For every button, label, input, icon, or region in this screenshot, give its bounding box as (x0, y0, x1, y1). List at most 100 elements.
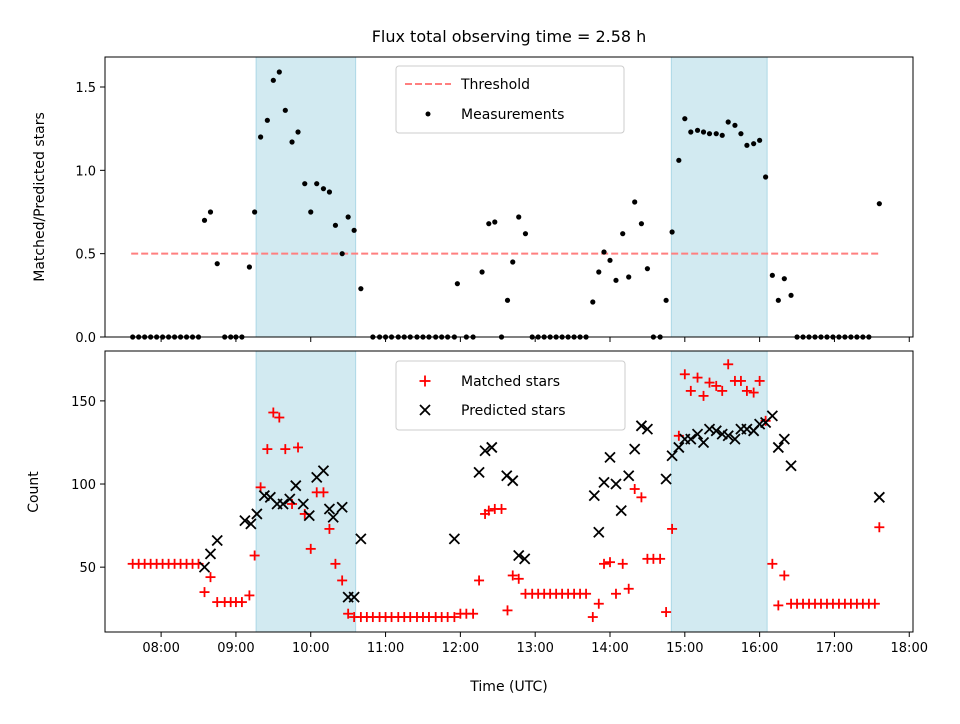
measurement-point (732, 122, 738, 128)
matched-star-point (679, 369, 690, 380)
matched-star-point (205, 572, 216, 583)
bottom-legend-box (395, 360, 626, 431)
matched-star-point (330, 558, 341, 569)
legend-threshold-label: Threshold (460, 77, 530, 93)
matched-star-point (244, 590, 255, 601)
measurement-point (479, 269, 485, 275)
measurement-point (719, 132, 725, 138)
measurement-point (214, 261, 220, 267)
matched-star-point (667, 523, 678, 534)
matched-star-point (513, 573, 524, 584)
top-legend: Threshold Measurements (395, 65, 625, 134)
predicted-star-point (297, 498, 309, 510)
measurement-point (590, 299, 596, 305)
matched-star-point (496, 503, 507, 514)
predicted-star-point (448, 533, 461, 545)
predicted-star-point (473, 466, 485, 479)
measurement-point (320, 186, 327, 192)
y-tick-label: 0.5 (75, 248, 96, 263)
predicted-star-point (641, 423, 654, 435)
measurement-point (769, 272, 775, 278)
matched-star-point (636, 492, 647, 503)
chart-title: Flux total observing time = 2.58 h (372, 27, 647, 46)
x-tick-label: 13:00 (516, 641, 553, 656)
matched-star-point (617, 558, 628, 569)
bottom-legend: Matched stars Predicted stars (395, 360, 626, 431)
x-tick-label: 10:00 (292, 641, 329, 656)
predicted-star-point (635, 420, 648, 432)
matched-star-point (343, 608, 354, 619)
measurement-point (201, 217, 208, 223)
y-tick-label: 1.5 (75, 81, 96, 96)
measurement-point (626, 274, 632, 280)
measurement-point (620, 231, 626, 237)
matched-star-point (773, 600, 784, 611)
measurement-point (295, 129, 301, 135)
measurement-point (358, 286, 364, 292)
top-x-ticks (160, 337, 910, 342)
measurement-point (302, 181, 308, 187)
x-tick-label: 08:00 (142, 641, 179, 656)
matched-star-point (599, 558, 610, 569)
predicted-star-point (741, 423, 753, 435)
predicted-star-point (610, 478, 622, 490)
predicted-star-point (615, 504, 627, 517)
matched-star-point (779, 570, 790, 581)
measurement-point (663, 297, 669, 303)
matched-star-point (581, 588, 592, 599)
legend-predicted-swatch (419, 404, 431, 416)
top-y-axis-label: Matched/Predicted stars (32, 112, 48, 282)
matched-star-point (449, 612, 460, 623)
measurement-point (339, 251, 345, 257)
matched-star-point (502, 605, 513, 616)
predicted-star-point (593, 526, 605, 538)
predicted-star-point (348, 591, 360, 603)
shaded-region (670, 350, 768, 633)
matched-star-point (249, 550, 260, 561)
measurement-point (454, 281, 460, 287)
measurement-point (276, 69, 282, 75)
x-axis-label: Time (UTC) (469, 679, 547, 695)
x-tick-label: 12:00 (442, 641, 479, 656)
y-tick-label: 100 (71, 478, 96, 493)
measurement-point (713, 131, 719, 137)
matched-star-point (692, 372, 703, 383)
predicted-star-point (277, 498, 289, 510)
top-axes-frame (104, 56, 914, 338)
matched-star-point (305, 543, 316, 554)
measurement-point (744, 142, 750, 148)
predicted-star-point (685, 433, 697, 445)
measurement-point (725, 119, 731, 125)
measurement-point (763, 174, 769, 180)
matched-star-point (280, 444, 291, 455)
measurement-point (682, 116, 688, 122)
x-tick-label: 15:00 (666, 641, 703, 656)
predicted-star-point (588, 490, 600, 502)
matched-star-point (735, 375, 746, 386)
shaded-region (255, 56, 357, 338)
measurement-point (751, 141, 757, 147)
matched-star-point (685, 385, 696, 396)
matched-star-point (698, 390, 709, 401)
predicted-star-point (211, 534, 223, 547)
measurement-point (613, 277, 619, 283)
matched-star-point (717, 385, 728, 396)
predicted-star-point (290, 480, 302, 492)
measurement-point (351, 227, 357, 233)
measurement-point (246, 264, 252, 270)
measurement-point (644, 266, 651, 272)
measurement-point (607, 257, 613, 263)
bottom-panel: 08:00 09:00 10:00 11:00 12:00 13:00 14:00 15:00… (26, 350, 928, 695)
predicted-star-point (873, 491, 885, 503)
predicted-star-point (317, 465, 330, 477)
x-tick-label: 18:00 (891, 641, 928, 656)
bottom-y-ticks: 50 100 150 (71, 395, 105, 576)
matched-star-point (754, 375, 765, 386)
matched-star-point (507, 570, 518, 581)
predicted-star-point (198, 561, 211, 573)
measurement-point (258, 134, 264, 140)
predicted-star-point (673, 441, 685, 454)
matched-star-point (324, 523, 335, 534)
predicted-star-point (785, 460, 797, 472)
